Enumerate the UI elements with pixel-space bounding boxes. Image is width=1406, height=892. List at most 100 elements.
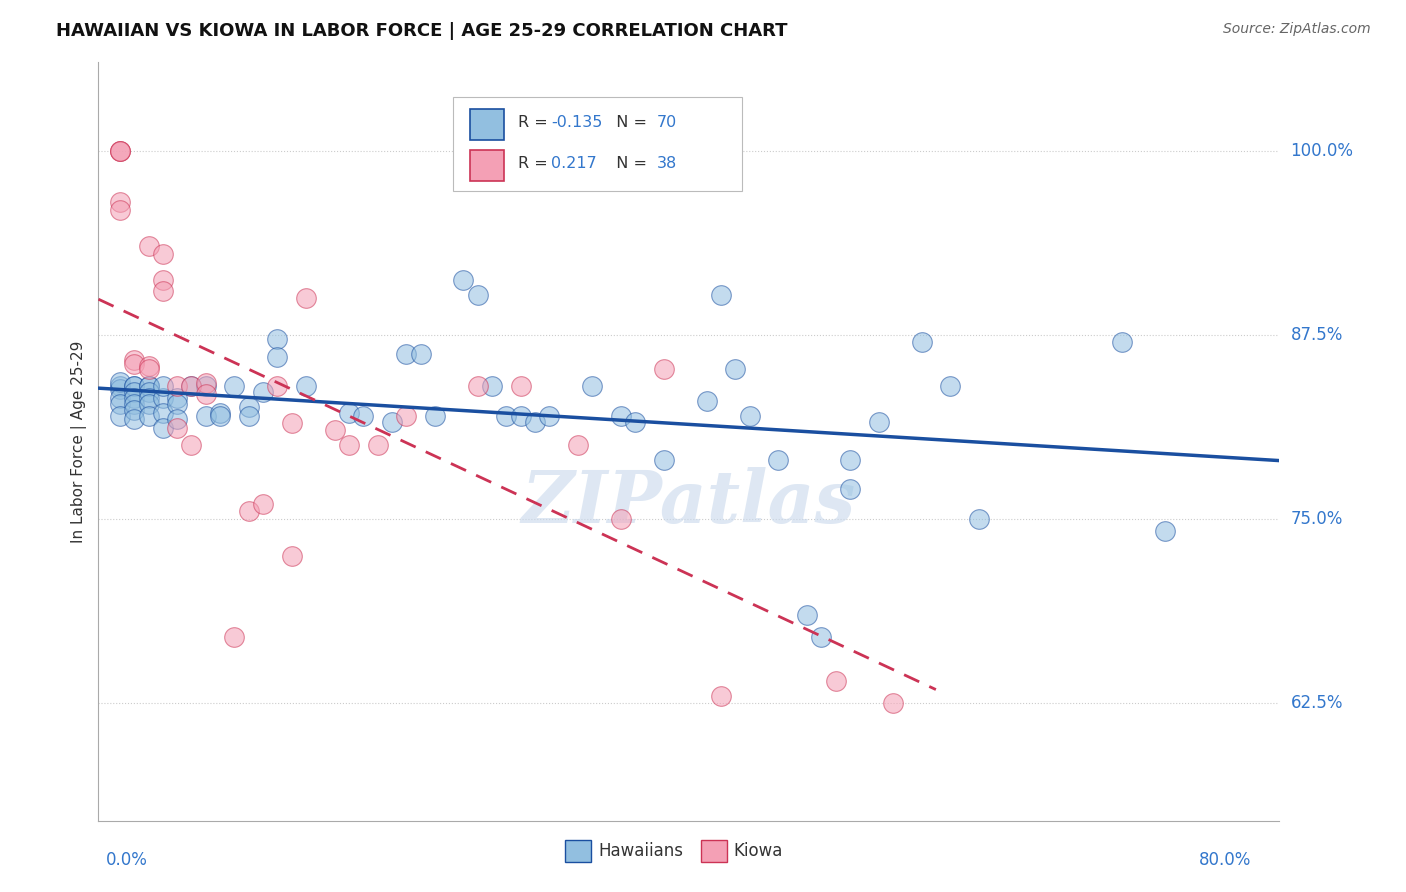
FancyBboxPatch shape (565, 839, 591, 863)
Point (152, 284, 174, 298)
Point (108, 144, 131, 158)
Point (108, 375, 131, 389)
FancyBboxPatch shape (471, 109, 503, 139)
Text: 0.217: 0.217 (551, 155, 596, 170)
Point (122, 379, 145, 393)
Point (166, 391, 188, 405)
Point (567, 438, 589, 452)
Point (939, 379, 962, 393)
Text: 38: 38 (657, 155, 678, 170)
Text: 80.0%: 80.0% (1198, 851, 1251, 869)
Point (152, 273, 174, 287)
Text: 75.0%: 75.0% (1291, 510, 1343, 528)
Point (652, 361, 675, 376)
Point (509, 409, 531, 423)
Point (295, 379, 318, 393)
Point (122, 352, 145, 367)
Point (395, 347, 418, 361)
Text: ZIPatlas: ZIPatlas (522, 467, 856, 538)
Point (524, 415, 547, 429)
Point (138, 379, 160, 393)
Point (108, 195, 131, 210)
Point (224, 630, 246, 644)
Point (122, 357, 145, 371)
Point (138, 379, 160, 393)
Point (409, 347, 432, 361)
Point (337, 406, 360, 420)
Point (122, 379, 145, 393)
FancyBboxPatch shape (453, 96, 742, 191)
Point (108, 202, 131, 217)
Point (839, 483, 862, 497)
Point (910, 335, 932, 350)
FancyBboxPatch shape (471, 150, 503, 180)
Point (108, 379, 131, 393)
Point (724, 361, 747, 376)
Point (280, 416, 302, 430)
Point (209, 409, 232, 423)
Point (152, 391, 174, 405)
Point (1111, 335, 1133, 350)
Point (266, 350, 288, 364)
Point (224, 379, 246, 393)
Point (252, 385, 274, 400)
Point (152, 406, 174, 420)
Point (122, 397, 145, 411)
FancyBboxPatch shape (700, 839, 727, 863)
Point (122, 391, 145, 405)
Text: R =: R = (517, 155, 558, 170)
Text: Source: ZipAtlas.com: Source: ZipAtlas.com (1223, 22, 1371, 37)
Text: 70: 70 (657, 115, 678, 129)
Point (122, 403, 145, 417)
Point (138, 385, 160, 400)
Point (166, 420, 188, 434)
Point (610, 409, 633, 423)
Point (108, 144, 131, 158)
Point (581, 379, 603, 393)
Point (824, 673, 846, 688)
Point (610, 512, 633, 526)
Text: 100.0%: 100.0% (1291, 142, 1354, 160)
Point (423, 409, 446, 423)
Point (882, 696, 904, 710)
Point (108, 397, 131, 411)
Text: N =: N = (606, 115, 652, 129)
Point (138, 397, 160, 411)
Point (280, 549, 302, 563)
Point (337, 438, 360, 452)
Point (209, 406, 232, 420)
Point (509, 379, 531, 393)
Point (768, 453, 790, 467)
Point (395, 409, 418, 423)
Point (108, 409, 131, 423)
Point (481, 379, 503, 393)
Point (796, 607, 818, 622)
Text: N =: N = (606, 155, 652, 170)
Point (108, 391, 131, 405)
Point (652, 453, 675, 467)
Point (122, 385, 145, 400)
Point (180, 379, 202, 393)
Point (108, 144, 131, 158)
Text: -0.135: -0.135 (551, 115, 602, 129)
Point (323, 424, 346, 438)
Point (467, 379, 489, 393)
Point (138, 239, 160, 253)
Point (166, 379, 188, 393)
Point (122, 411, 145, 425)
Point (252, 497, 274, 511)
Point (194, 379, 217, 393)
Point (1154, 524, 1177, 538)
Point (467, 288, 489, 302)
Point (967, 512, 990, 526)
Point (839, 453, 862, 467)
Point (238, 504, 260, 518)
Point (710, 689, 733, 703)
Point (108, 382, 131, 396)
Point (868, 415, 890, 429)
Point (538, 409, 561, 423)
Point (194, 376, 217, 391)
Text: HAWAIIAN VS KIOWA IN LABOR FORCE | AGE 25-29 CORRELATION CHART: HAWAIIAN VS KIOWA IN LABOR FORCE | AGE 2… (56, 22, 787, 40)
Y-axis label: In Labor Force | Age 25-29: In Labor Force | Age 25-29 (72, 341, 87, 542)
Point (138, 409, 160, 423)
